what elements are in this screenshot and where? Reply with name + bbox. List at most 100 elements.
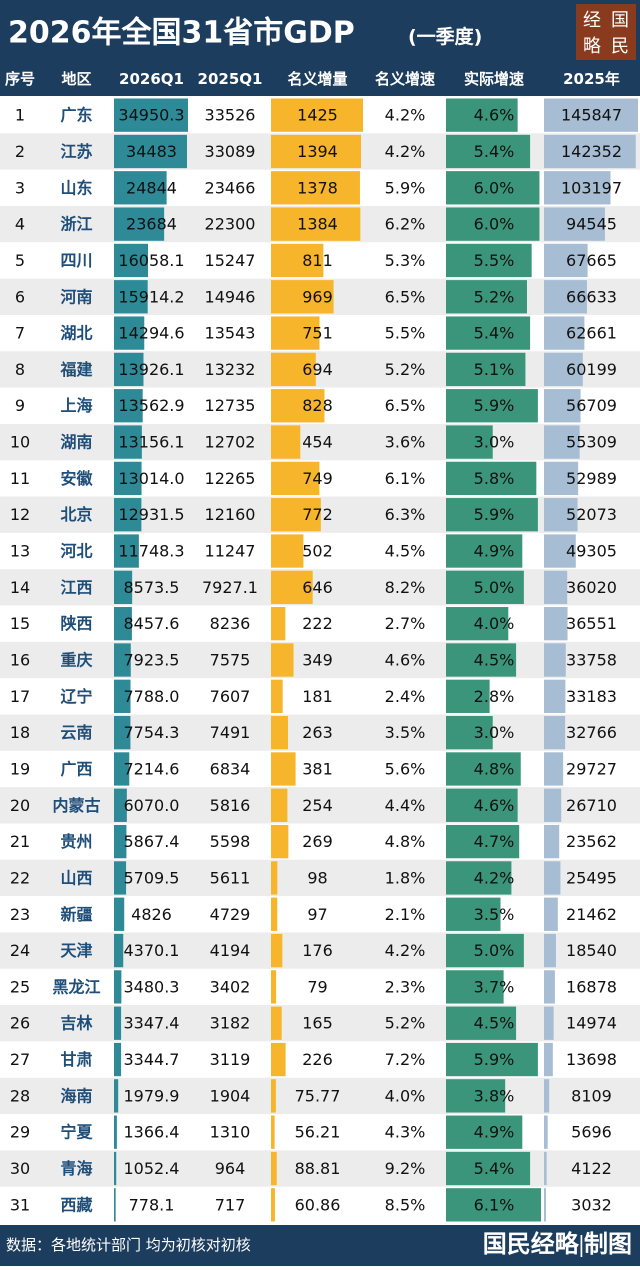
cell-text: 11748.3 xyxy=(118,542,184,561)
row-stripe xyxy=(0,569,640,606)
cell-text: 55309 xyxy=(566,433,617,452)
data-bar xyxy=(271,498,321,532)
data-bar xyxy=(271,861,278,895)
cell-text: 6.5% xyxy=(385,287,426,306)
data-bar xyxy=(446,970,504,1004)
row-stripe xyxy=(0,787,640,824)
data-bar xyxy=(446,98,518,132)
cell-text: 34950.3 xyxy=(118,106,184,125)
cell-text: 3402 xyxy=(210,977,251,996)
title: 2026年全国31省市GDP xyxy=(8,16,355,51)
data-bar xyxy=(544,970,555,1004)
data-bar xyxy=(446,171,540,205)
cell-text: 3.5% xyxy=(474,905,515,924)
cell-text: 772 xyxy=(302,505,333,524)
cell-text: 5.1% xyxy=(474,360,515,379)
cell-text: 5.9% xyxy=(474,1050,515,1069)
cell-text: 4.9% xyxy=(474,1123,515,1142)
data-bar xyxy=(446,134,531,169)
region-name: 贵州 xyxy=(60,832,92,851)
data-bar xyxy=(446,461,537,496)
data-bar xyxy=(544,1151,547,1186)
cell-text: 29727 xyxy=(566,759,617,778)
cell-text: 6.1% xyxy=(385,469,426,488)
data-bar xyxy=(114,207,165,241)
data-bar xyxy=(446,316,531,350)
cell-text: 3119 xyxy=(210,1050,251,1069)
cell-text: 964 xyxy=(215,1159,246,1178)
data-bar xyxy=(446,607,509,641)
cell-text: 12 xyxy=(10,505,30,524)
data-bar xyxy=(271,316,320,350)
data-bar xyxy=(446,861,512,895)
brand: 国民经略|制图 xyxy=(483,1230,632,1258)
data-bar xyxy=(544,243,588,278)
cell-text: 4.8% xyxy=(474,759,515,778)
cell-text: 49305 xyxy=(566,542,617,561)
cell-text: 14 xyxy=(10,578,30,597)
cell-text: 1394 xyxy=(297,142,338,161)
cell-text: 29 xyxy=(10,1123,30,1142)
cell-text: 21462 xyxy=(566,905,617,924)
cell-text: 7788.0 xyxy=(124,687,180,706)
cell-text: 7214.6 xyxy=(124,759,180,778)
cell-text: 75.77 xyxy=(295,1086,341,1105)
data-bar xyxy=(114,1151,117,1186)
cell-text: 4.6% xyxy=(385,651,426,670)
data-bar xyxy=(114,752,130,786)
data-bar xyxy=(114,98,188,132)
cell-text: 454 xyxy=(302,433,333,452)
cell-text: 2.4% xyxy=(385,687,426,706)
cell-text: 24 xyxy=(10,941,30,960)
region-name: 甘肃 xyxy=(60,1050,92,1069)
cell-text: 5.2% xyxy=(385,1014,426,1033)
cell-text: 33526 xyxy=(205,106,256,125)
cell-text: 22 xyxy=(10,868,30,887)
data-bar xyxy=(271,1151,277,1186)
cell-text: 4194 xyxy=(210,941,251,960)
data-bar xyxy=(544,352,583,387)
cell-text: 18 xyxy=(10,723,30,742)
cell-text: 14294.6 xyxy=(118,324,184,343)
data-bar xyxy=(544,570,568,605)
cell-text: 4.6% xyxy=(474,796,515,815)
cell-text: 176 xyxy=(302,941,333,960)
cell-text: 16058.1 xyxy=(118,251,184,270)
cell-text: 23684 xyxy=(126,215,177,234)
region-name: 重庆 xyxy=(60,651,92,670)
region-name: 河南 xyxy=(60,287,92,306)
cell-text: 1.8% xyxy=(385,868,426,887)
column-header: 名义增速 xyxy=(375,70,435,88)
data-bar xyxy=(114,570,133,605)
region-name: 云南 xyxy=(60,723,92,742)
data-bar xyxy=(446,1042,538,1077)
region-name: 广西 xyxy=(60,759,92,778)
data-bar xyxy=(446,897,501,931)
cell-text: 4.5% xyxy=(474,651,515,670)
data-bar xyxy=(446,788,518,822)
cell-text: 5.4% xyxy=(474,142,515,161)
title-band xyxy=(0,0,640,96)
data-bar xyxy=(544,1115,548,1149)
cell-text: 25495 xyxy=(566,868,617,887)
cell-text: 4.7% xyxy=(474,832,515,851)
cell-text: 145847 xyxy=(561,106,622,125)
data-bar xyxy=(446,207,540,241)
cell-text: 2 xyxy=(15,142,25,161)
data-bar xyxy=(446,534,523,568)
region-name: 天津 xyxy=(60,941,92,960)
data-bar xyxy=(114,607,132,641)
data-bar xyxy=(114,643,131,677)
data-bar xyxy=(544,534,576,568)
cell-text: 15914.2 xyxy=(118,287,184,306)
cell-text: 4.6% xyxy=(474,106,515,125)
data-bar xyxy=(544,389,581,423)
cell-text: 7575 xyxy=(210,651,251,670)
region-name: 陕西 xyxy=(60,614,92,633)
cell-text: 28 xyxy=(10,1086,30,1105)
cell-text: 5.8% xyxy=(474,469,515,488)
data-bar xyxy=(446,752,521,786)
cell-text: 7491 xyxy=(210,723,251,742)
cell-text: 5.9% xyxy=(385,178,426,197)
cell-text: 66633 xyxy=(566,287,617,306)
